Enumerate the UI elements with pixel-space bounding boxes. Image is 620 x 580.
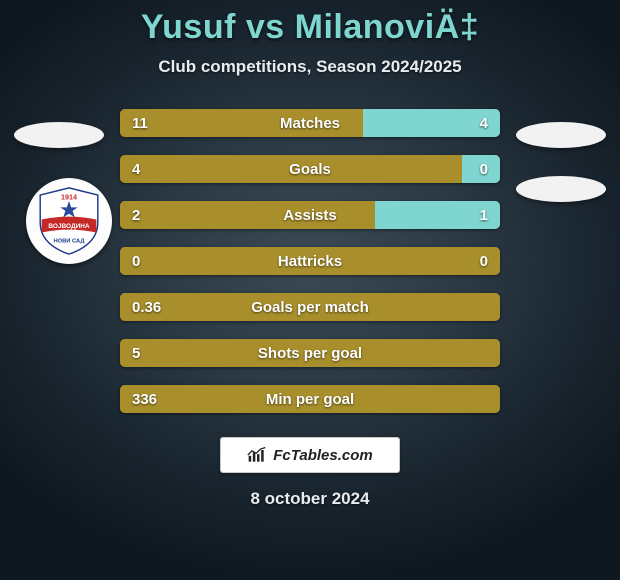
stat-label: Goals [120,155,500,183]
stat-label: Hattricks [120,247,500,275]
crest-text-top: ВОЈВОДИНА [48,223,90,230]
page-title: Yusuf vs MilanoviÄ‡ [141,8,479,47]
stat-label: Matches [120,109,500,137]
club-crest: 1914 ВОЈВОДИНА НОВИ САД [26,178,112,264]
crest-year: 1914 [61,192,77,201]
date-label: 8 october 2024 [250,489,369,509]
chart-icon [247,446,267,464]
stat-row: 0.36Goals per match [120,293,500,321]
brand-text: FcTables.com [273,447,372,464]
player-badge-left [14,122,104,148]
brand-badge[interactable]: FcTables.com [220,437,400,473]
comparison-bars: 114Matches 40Goals 21Assists 00Hattricks 0.3… [120,109,500,413]
subtitle: Club competitions, Season 2024/2025 [158,57,461,77]
stat-label: Goals per match [120,293,500,321]
player-badge-right-1 [516,122,606,148]
crest-text-bottom: НОВИ САД [54,239,85,245]
stat-row: 00Hattricks [120,247,500,275]
stat-label: Assists [120,201,500,229]
stat-row: 21Assists [120,201,500,229]
stat-row: 40Goals [120,155,500,183]
stat-row: 5Shots per goal [120,339,500,367]
player-badge-right-2 [516,176,606,202]
stat-label: Min per goal [120,385,500,413]
stat-row: 336Min per goal [120,385,500,413]
stat-label: Shots per goal [120,339,500,367]
stat-row: 114Matches [120,109,500,137]
